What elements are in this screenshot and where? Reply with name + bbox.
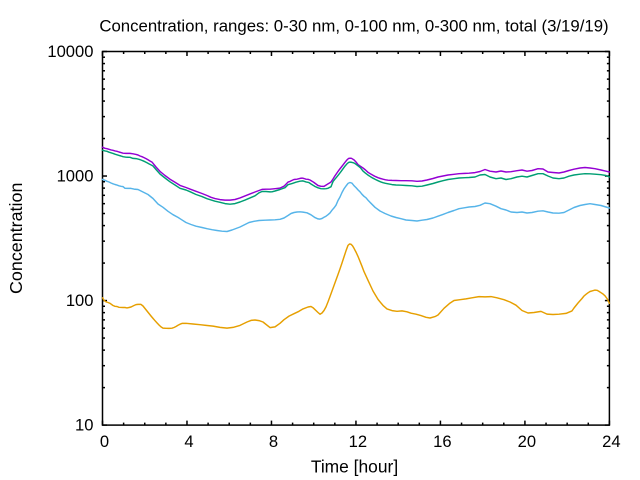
svg-text:10: 10	[75, 416, 93, 435]
svg-text:4: 4	[184, 432, 193, 451]
svg-text:24: 24	[602, 432, 620, 451]
svg-text:100: 100	[66, 291, 94, 310]
svg-text:8: 8	[269, 432, 278, 451]
svg-text:12: 12	[349, 432, 367, 451]
svg-text:Concentration: Concentration	[6, 183, 26, 294]
svg-text:Time [hour]: Time [hour]	[311, 456, 398, 476]
svg-text:0: 0	[100, 432, 109, 451]
svg-text:Concentration, ranges: 0-30 nm: Concentration, ranges: 0-30 nm, 0-100 nm…	[99, 17, 608, 36]
svg-text:1000: 1000	[57, 167, 94, 186]
svg-text:20: 20	[518, 432, 536, 451]
svg-text:10000: 10000	[47, 42, 93, 61]
svg-text:16: 16	[433, 432, 451, 451]
